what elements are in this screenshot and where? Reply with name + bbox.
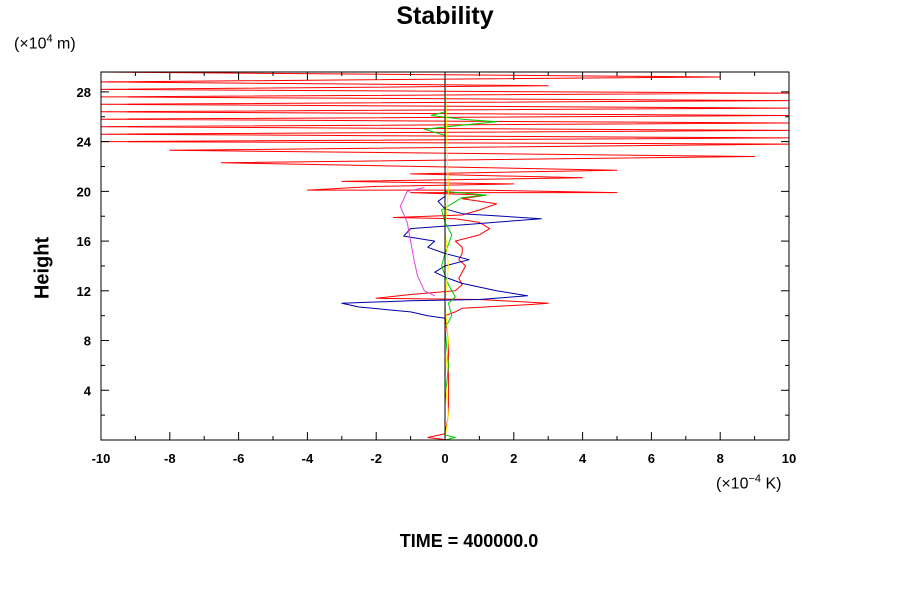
x-axis-unit: (×10−4 K) xyxy=(716,473,781,493)
x-tick-label: 4 xyxy=(579,451,587,466)
x-tick-label: 0 xyxy=(441,451,448,466)
y-tick-label: 16 xyxy=(77,234,91,249)
series-line-2 xyxy=(341,72,542,440)
x-tick-label: 2 xyxy=(510,451,517,466)
y-tick-label: 24 xyxy=(77,135,92,150)
x-unit-suffix: K) xyxy=(761,475,782,493)
y-unit-exponent: 4 xyxy=(46,33,53,45)
x-tick-label: -2 xyxy=(370,451,382,466)
y-tick-label: 8 xyxy=(84,334,91,349)
x-tick-label: -10 xyxy=(92,451,111,466)
time-label: TIME = 400000.0 xyxy=(399,531,539,551)
y-tick-label: 12 xyxy=(77,284,91,299)
x-tick-label: -6 xyxy=(233,451,245,466)
x-tick-label: 8 xyxy=(717,451,724,466)
series-line-5 xyxy=(399,187,435,297)
y-unit-suffix: m) xyxy=(52,35,76,53)
y-tick-label: 28 xyxy=(77,85,91,100)
x-tick-label: 10 xyxy=(782,451,796,466)
chart-title: Stability xyxy=(396,2,494,30)
series-line-3 xyxy=(423,72,498,440)
y-tick-label: 20 xyxy=(77,184,91,199)
y-tick-label: 4 xyxy=(84,383,92,398)
x-tick-label: 6 xyxy=(648,451,655,466)
x-tick-label: -4 xyxy=(302,451,314,466)
x-unit-prefix: (×10 xyxy=(716,475,749,493)
y-axis-unit: (×104 m) xyxy=(14,33,76,53)
x-tick-label: -8 xyxy=(164,451,176,466)
y-unit-prefix: (×10 xyxy=(14,35,47,53)
x-unit-exponent: −4 xyxy=(748,473,762,485)
